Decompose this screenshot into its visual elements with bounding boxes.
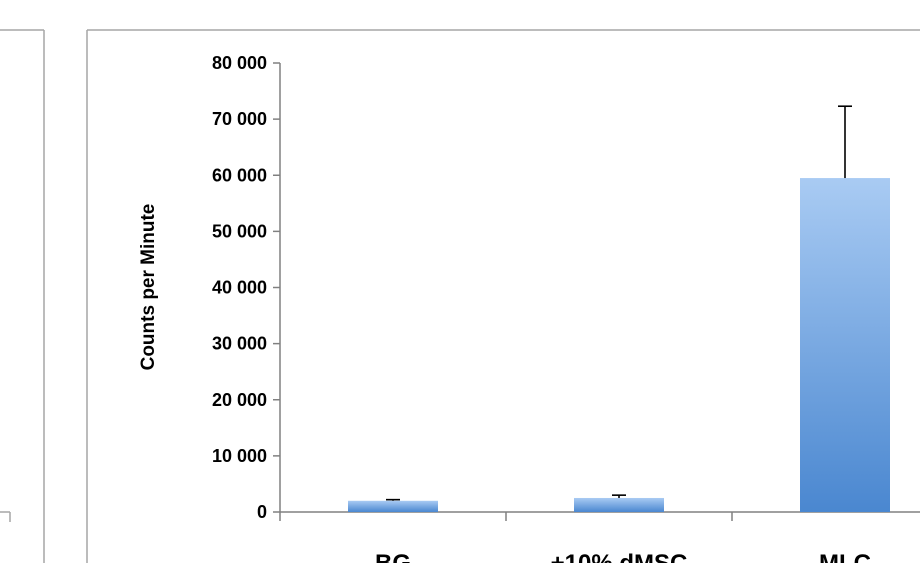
chart-frame [86,29,920,563]
y-tick-label: 20 000 [212,390,267,410]
left-panel-frame [0,29,45,563]
y-axis-label: Counts per Minute [138,204,159,371]
x-tick-label: MLC [819,550,871,563]
y-tick-label: 50 000 [212,221,267,241]
y-tick-label: 40 000 [212,278,267,298]
y-axis: 0 10 000 20 000 30 000 40 000 50 000 60 000 70 … [212,53,281,522]
y-tick-label: 10 000 [212,446,267,466]
x-tick-label: +10% dMSC [551,550,688,563]
y-tick-label: 0 [257,502,267,522]
bar [348,500,438,512]
y-tick-label: 60 000 [212,165,267,185]
y-tick-label: 70 000 [212,109,267,129]
error-bar [612,494,626,498]
bar [800,178,890,512]
y-tick-label: 30 000 [212,334,267,354]
y-tick-label: 80 000 [212,53,267,73]
bars [348,178,890,512]
error-bar [838,105,852,179]
bar [574,497,664,512]
x-axis [279,511,920,521]
error-bars [386,105,852,501]
x-tick-labels: BG +10% dMSC MLC [375,550,871,563]
x-tick-label: BG [375,550,411,563]
error-bar [386,498,400,501]
